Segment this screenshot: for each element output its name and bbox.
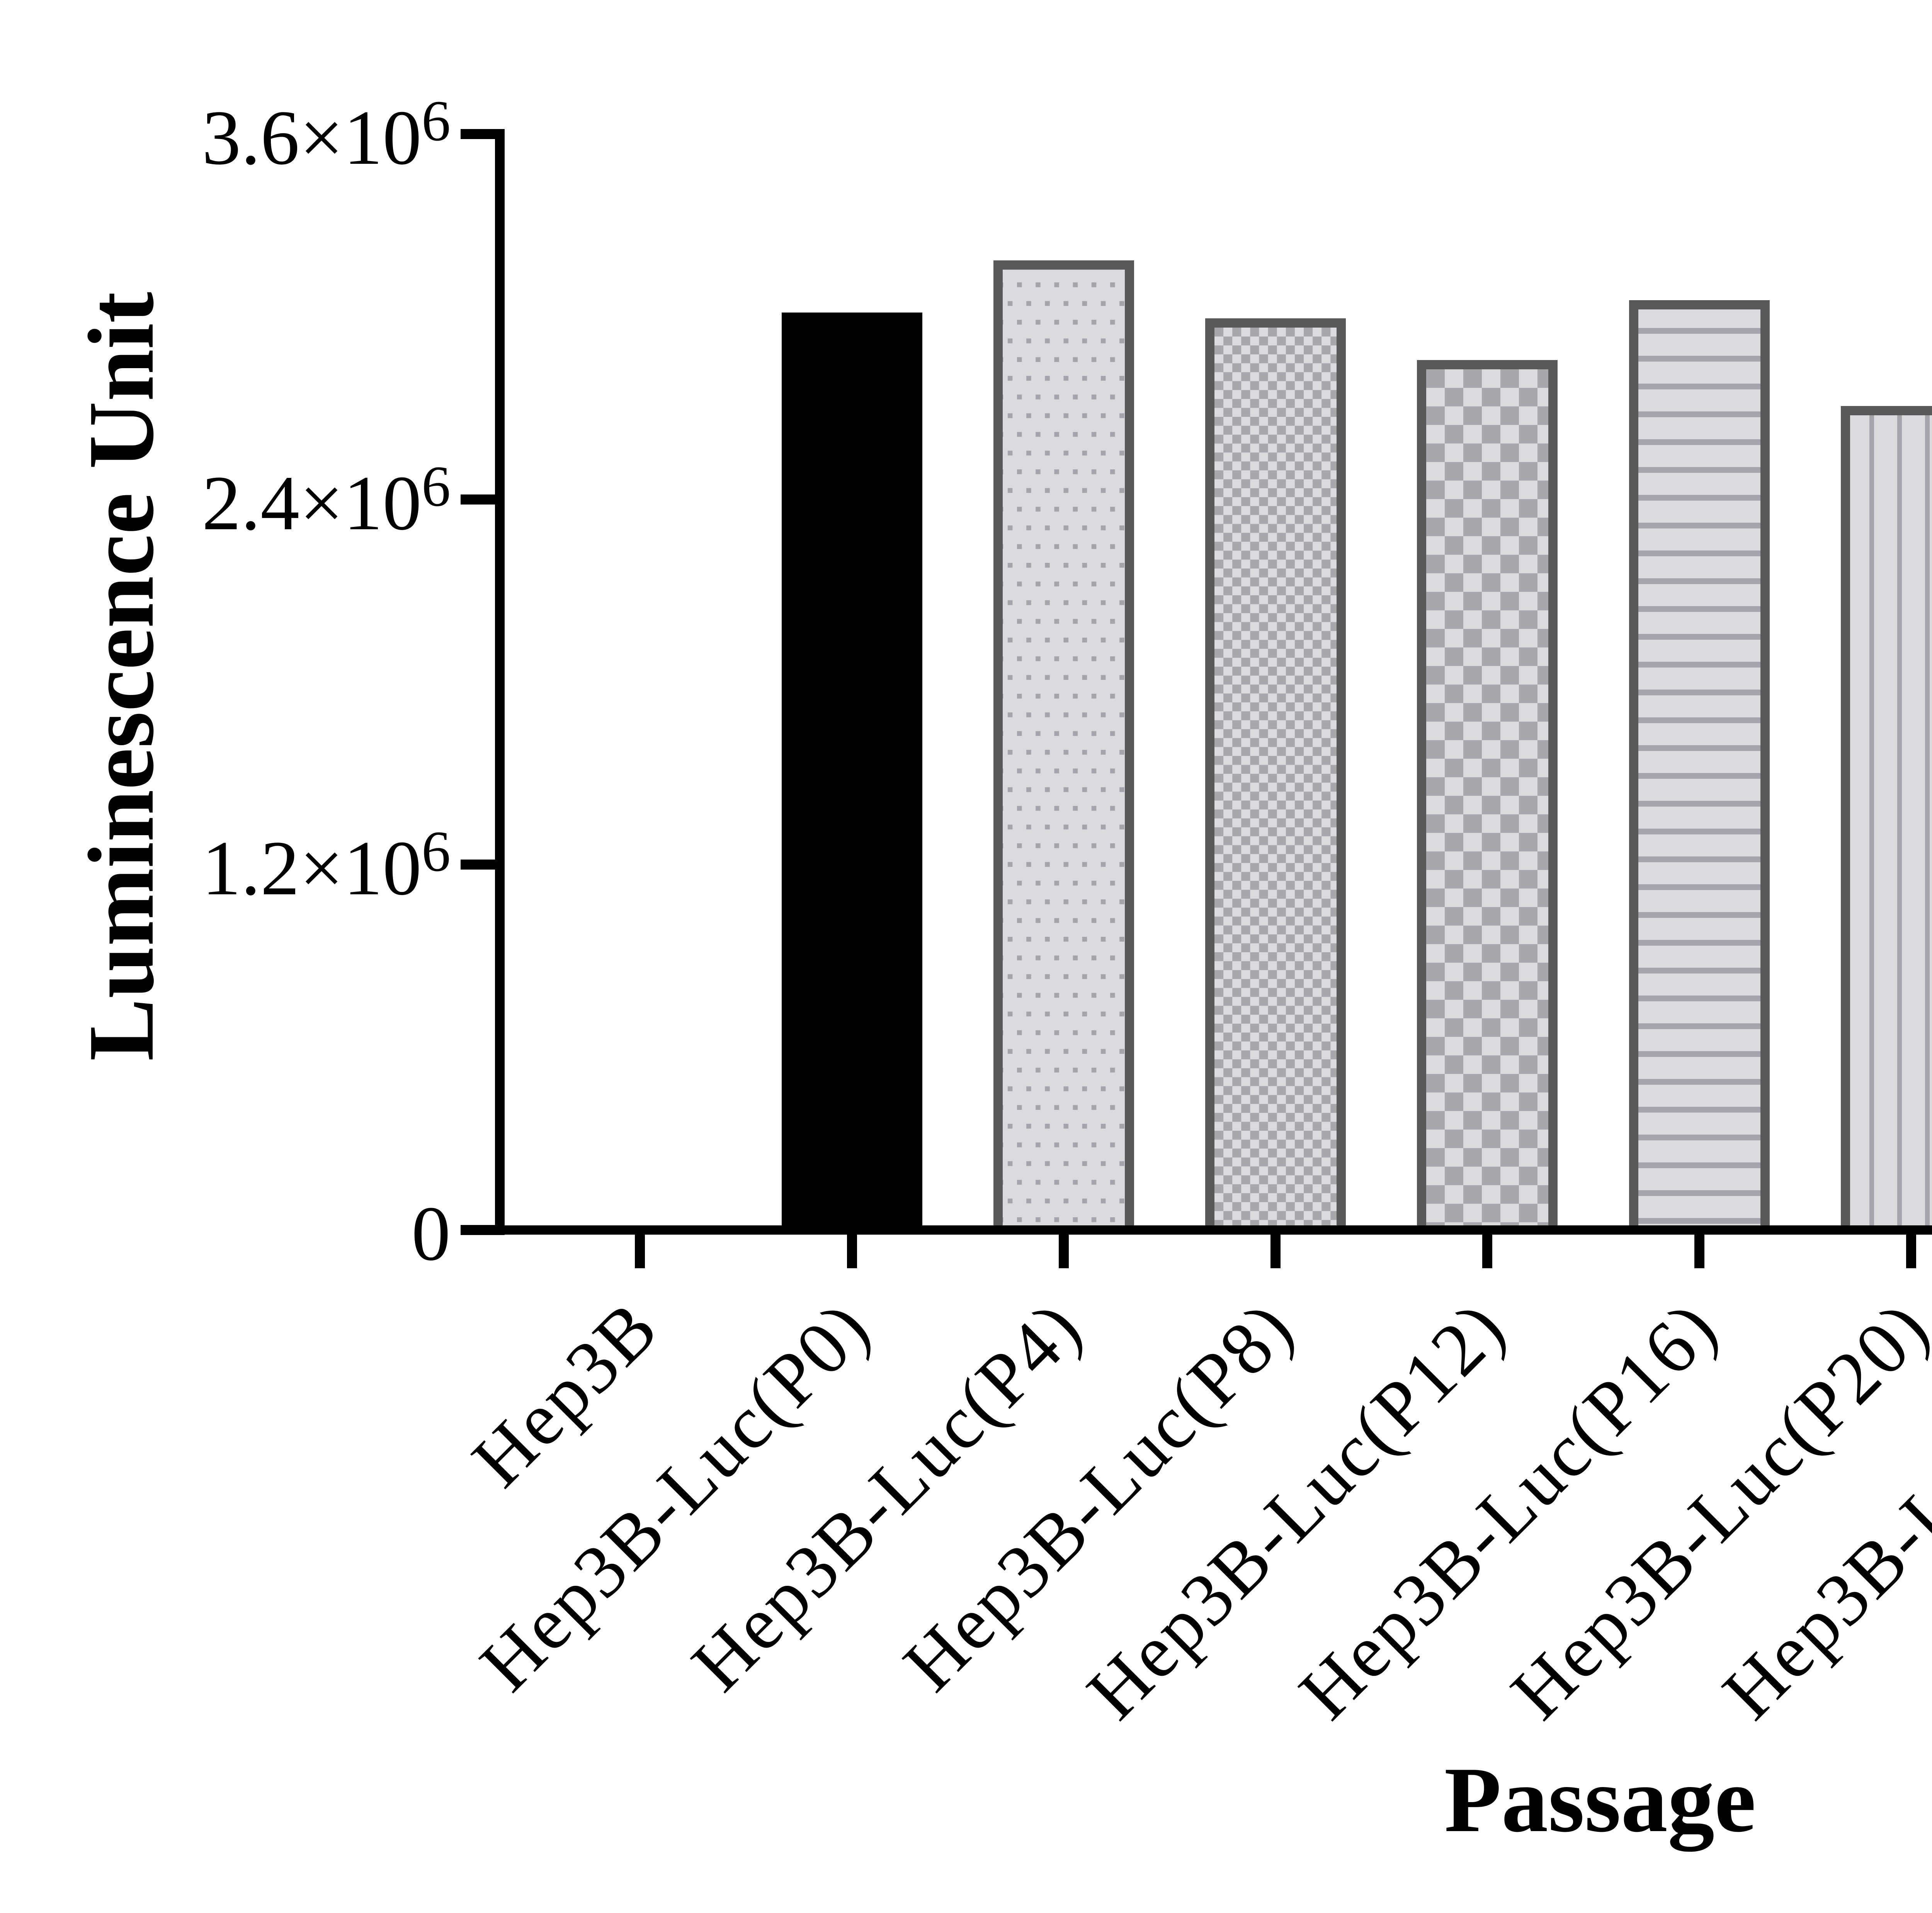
svg-text:0: 0	[412, 1190, 451, 1277]
svg-text:Passage: Passage	[1444, 1748, 1756, 1852]
svg-text:3.6×106: 3.6×106	[202, 89, 451, 181]
svg-text:2.4×106: 2.4×106	[202, 454, 451, 546]
svg-text:Luminescence Unit: Luminescence Unit	[69, 292, 173, 1061]
svg-text:1.2×106: 1.2×106	[202, 819, 451, 911]
